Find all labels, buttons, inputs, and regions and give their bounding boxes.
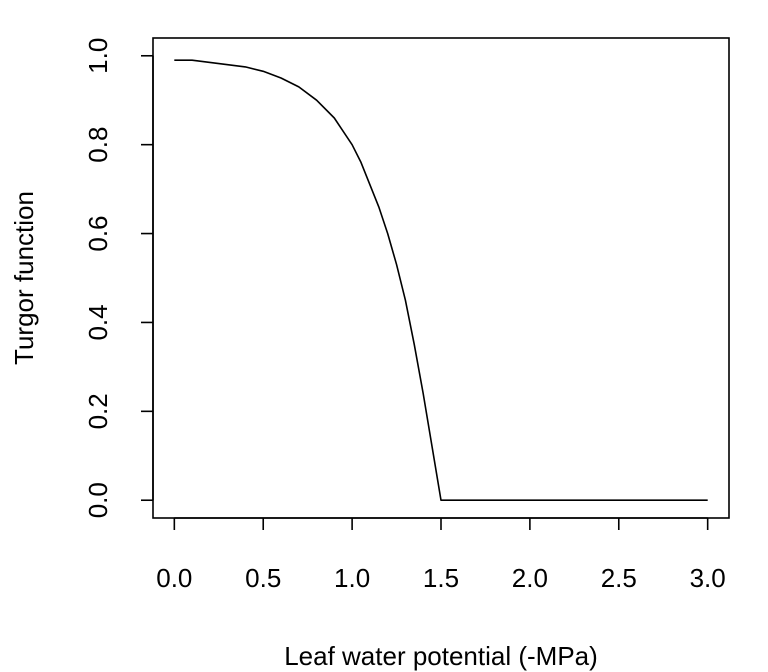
y-tick-label: 0.2 bbox=[83, 393, 113, 429]
y-tick-label: 1.0 bbox=[83, 38, 113, 74]
series-line bbox=[174, 59, 708, 502]
x-tick-label: 0.0 bbox=[156, 563, 192, 593]
x-tick-label: 1.0 bbox=[334, 563, 370, 593]
y-axis-label: Turgor function bbox=[9, 191, 39, 365]
plot-frame bbox=[152, 37, 730, 519]
x-tick-label: 0.5 bbox=[245, 563, 281, 593]
x-tick-label: 3.0 bbox=[690, 563, 726, 593]
y-tick-label: 0.6 bbox=[83, 215, 113, 251]
y-tick-label: 0.0 bbox=[83, 482, 113, 518]
x-tick-label: 1.5 bbox=[423, 563, 459, 593]
y-axis: 0.0 0.2 0.4 0.6 0.8 1.0 bbox=[83, 38, 154, 518]
series-layer bbox=[174, 59, 708, 502]
x-axis-label: Leaf water potential (-MPa) bbox=[284, 641, 598, 671]
y-tick-label: 0.8 bbox=[83, 127, 113, 163]
x-tick-label: 2.0 bbox=[512, 563, 548, 593]
x-axis: 0.0 0.5 1.0 1.5 2.0 2.5 3.0 bbox=[156, 517, 726, 593]
y-tick-label: 0.4 bbox=[83, 304, 113, 340]
x-tick-label: 2.5 bbox=[601, 563, 637, 593]
